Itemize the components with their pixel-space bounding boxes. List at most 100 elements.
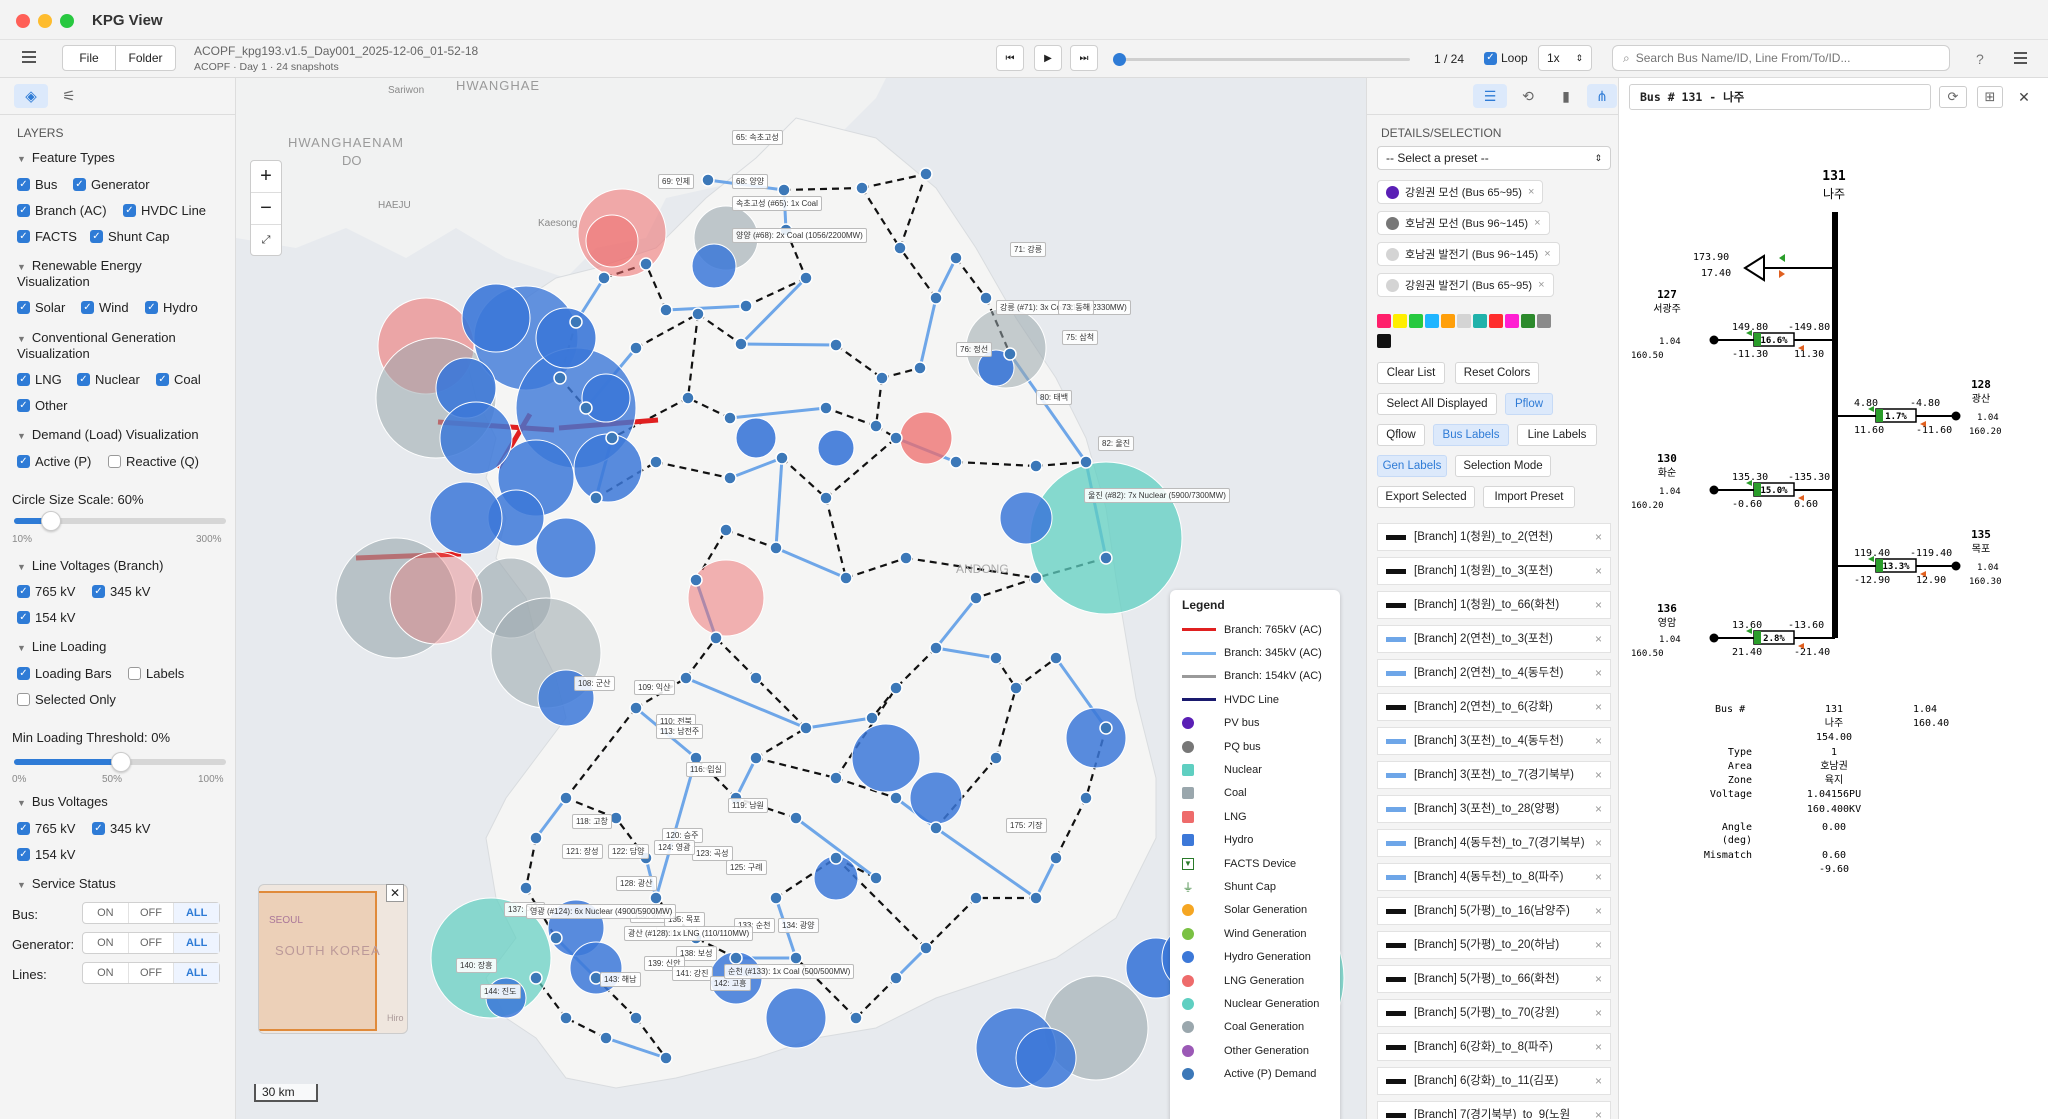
branch-line[interactable] (895, 647, 937, 689)
branch-line[interactable] (955, 257, 987, 299)
bus-node[interactable] (875, 371, 889, 385)
feature-types-section[interactable]: ▼ Feature Types (17, 150, 115, 165)
generation-circle[interactable] (999, 491, 1053, 545)
minimap-viewport[interactable] (259, 891, 377, 1031)
map-bus-label[interactable]: 125: 구례 (726, 860, 767, 875)
branch-line[interactable] (935, 826, 1037, 900)
selected-branch-item[interactable]: [Branch] 3(포천)_to_7(경기북부) × (1377, 761, 1611, 789)
branch-line[interactable] (835, 857, 927, 949)
bus-node[interactable] (1049, 851, 1063, 865)
selection-mode-button[interactable]: Selection Mode (1455, 455, 1551, 477)
close-panel-button[interactable]: ✕ (2013, 86, 2035, 108)
palette-color-swatch[interactable] (1521, 314, 1535, 328)
remove-item-icon[interactable]: × (1594, 530, 1602, 544)
generator-checkbox[interactable]: ✓ Generator (73, 177, 150, 192)
fullscreen-button[interactable]: ⤢ (251, 225, 281, 255)
hamburger-menu-icon[interactable] (22, 51, 36, 63)
map-bus-label[interactable]: 69: 인제 (658, 174, 695, 189)
refresh-button[interactable]: ⟳ (1939, 86, 1967, 108)
selected-branch-item[interactable]: [Branch] 2(연천)_to_3(포천) × (1377, 625, 1611, 653)
branch-line[interactable] (686, 313, 700, 399)
map-bus-label[interactable]: 144: 진도 (480, 984, 521, 999)
generation-circle[interactable] (535, 307, 597, 369)
branch-line[interactable] (534, 797, 568, 839)
map-bus-label[interactable]: 광산 (#128): 1x LNG (110/110MW) (624, 926, 754, 941)
settings-tab[interactable]: ⚟ (52, 84, 86, 108)
gen-all-option[interactable]: ALL (174, 933, 220, 953)
generation-circle[interactable] (977, 349, 1015, 387)
play-button[interactable]: ▶ (1034, 45, 1062, 71)
map-bus-label[interactable]: 134: 광양 (778, 918, 819, 933)
bus-voltages-section[interactable]: ▼ Bus Voltages (17, 794, 108, 809)
branch-line[interactable] (975, 576, 1037, 600)
bus-node[interactable] (559, 791, 573, 805)
bus-node[interactable] (829, 338, 843, 352)
bus-node[interactable] (681, 391, 695, 405)
selected-branch-item[interactable]: [Branch] 4(동두천)_to_7(경기북부) × (1377, 829, 1611, 857)
bus-node[interactable] (629, 701, 643, 715)
map-bus-label[interactable]: 71: 강릉 (1010, 242, 1047, 257)
zoom-in-button[interactable]: + (251, 161, 281, 193)
branch-line[interactable] (861, 172, 927, 190)
generation-circle[interactable] (461, 283, 531, 353)
selected-branch-item[interactable]: [Branch] 1(청원)_to_2(연천) × (1377, 523, 1611, 551)
map-bus-label[interactable]: 121: 장성 (562, 844, 603, 859)
bus-node[interactable] (865, 711, 879, 725)
selected-branch-item[interactable]: [Branch] 5(가평)_to_20(하남) × (1377, 931, 1611, 959)
bus-node[interactable] (869, 871, 883, 885)
map-bus-label[interactable]: 80: 태백 (1036, 390, 1073, 405)
map-bus-label[interactable]: 122: 담양 (608, 844, 649, 859)
bus-node[interactable] (519, 881, 533, 895)
generation-circle[interactable] (1029, 461, 1183, 615)
branch-line[interactable] (715, 637, 757, 679)
line-154-checkbox[interactable]: ✓ 154 kV (17, 610, 75, 625)
palette-color-swatch[interactable] (1441, 314, 1455, 328)
map-bus-label[interactable]: 140: 장흥 (456, 958, 497, 973)
remove-item-icon[interactable]: × (1594, 700, 1602, 714)
bus-node[interactable] (691, 307, 705, 321)
gen-on-option[interactable]: ON (83, 933, 129, 953)
bus-node[interactable] (979, 291, 993, 305)
map-bus-label[interactable]: 116: 임실 (686, 762, 726, 777)
generation-circle[interactable] (851, 723, 921, 793)
map-bus-label[interactable]: 속초고성 (#65): 1x Coal (732, 196, 822, 211)
remove-chip-icon[interactable]: × (1534, 217, 1541, 229)
selected-branch-item[interactable]: [Branch] 3(포천)_to_28(양평) × (1377, 795, 1611, 823)
generation-circle[interactable] (687, 559, 765, 637)
bus-node[interactable] (649, 891, 663, 905)
bus-node[interactable] (529, 831, 543, 845)
speed-select[interactable]: 1x ⇕ (1538, 45, 1592, 71)
bus-node[interactable] (1029, 891, 1043, 905)
bus-node[interactable] (799, 721, 813, 735)
branch-line[interactable] (739, 276, 808, 346)
export-selected-button[interactable]: Export Selected (1377, 486, 1475, 508)
minimize-window-button[interactable] (38, 14, 52, 28)
bus-node[interactable] (629, 341, 643, 355)
branch-line[interactable] (734, 757, 758, 799)
bus-node[interactable] (553, 371, 567, 385)
minimap[interactable]: SEOUL SOUTH KOREA Hiro (258, 884, 408, 1034)
bus-node[interactable] (729, 951, 743, 965)
bus-node[interactable] (799, 271, 813, 285)
generation-circle[interactable] (335, 537, 457, 659)
generation-circle[interactable] (389, 551, 483, 645)
remove-item-icon[interactable]: × (1594, 1108, 1602, 1119)
timeline-knob[interactable] (1113, 53, 1126, 66)
bus-node[interactable] (789, 811, 803, 825)
bus-node[interactable] (919, 941, 933, 955)
bus-node[interactable] (1099, 721, 1113, 735)
bus-off-option[interactable]: OFF (129, 903, 175, 923)
bus-node[interactable] (689, 573, 703, 587)
map-bus-label[interactable]: 109: 익산 (634, 680, 675, 695)
bus-node[interactable] (529, 971, 543, 985)
bus-154-checkbox[interactable]: ✓ 154 kV (17, 847, 75, 862)
bus-node[interactable] (734, 337, 748, 351)
map-bus-label[interactable]: 175: 기장 (1006, 818, 1047, 833)
bus-node[interactable] (969, 591, 983, 605)
bus-node[interactable] (597, 271, 611, 285)
branch-line[interactable] (740, 342, 837, 347)
selected-branch-item[interactable]: [Branch] 1(청원)_to_66(화천) × (1377, 591, 1611, 619)
branch-line[interactable] (725, 528, 777, 550)
branch-line[interactable] (611, 397, 689, 439)
line-labels-button[interactable]: Line Labels (1517, 424, 1597, 446)
